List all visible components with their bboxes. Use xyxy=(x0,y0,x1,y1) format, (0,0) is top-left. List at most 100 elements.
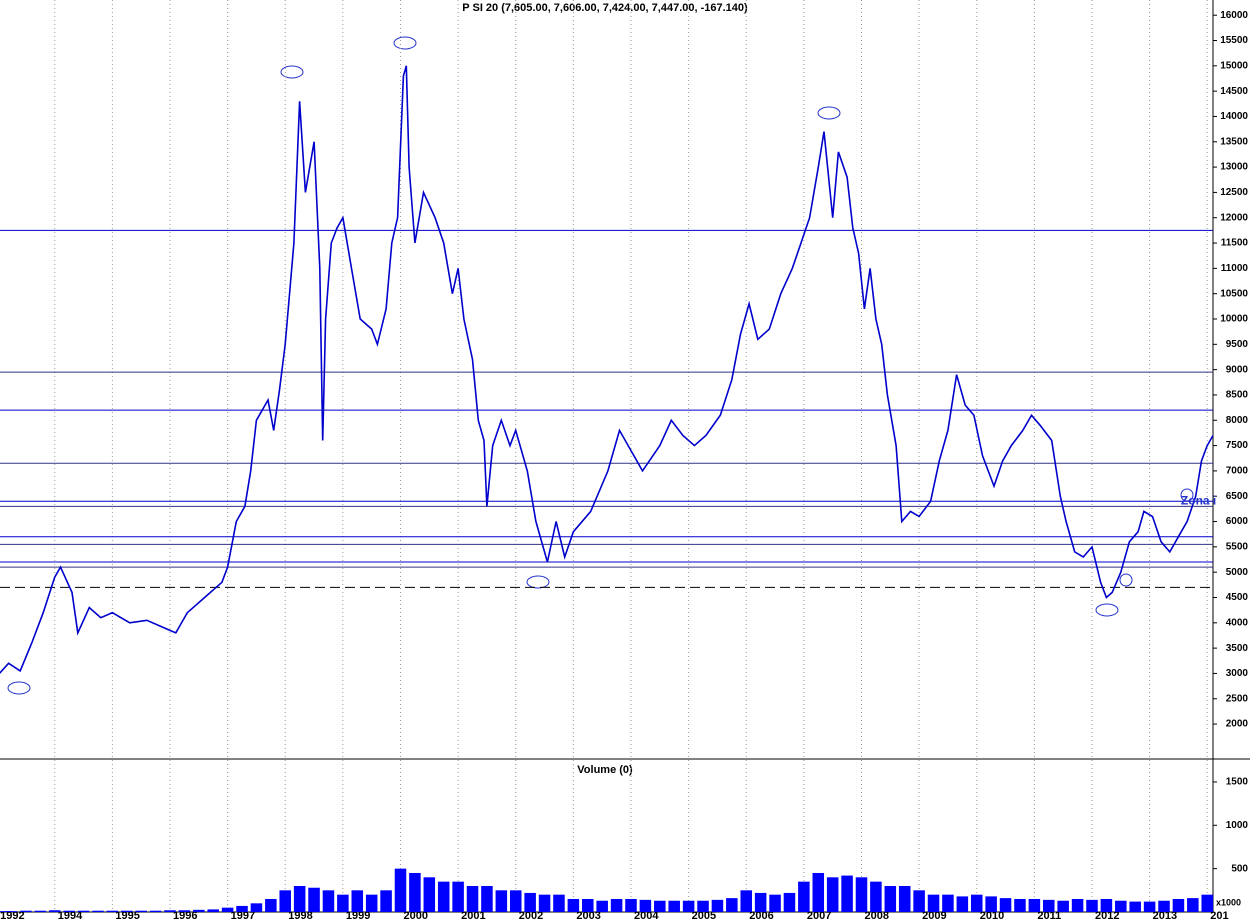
x-tick-label: 2010 xyxy=(980,910,1004,922)
y-tick-label: 10000 xyxy=(1220,314,1248,325)
volume-bar xyxy=(106,910,119,912)
x-tick-label: 1995 xyxy=(115,910,139,922)
volume-bar xyxy=(826,877,839,912)
y-tick-label: 10500 xyxy=(1220,288,1248,299)
volume-bar xyxy=(697,900,709,912)
volume-bar xyxy=(322,890,335,912)
x-tick-label: 2004 xyxy=(634,910,659,922)
volume-bar xyxy=(913,890,925,912)
chart-title: P SI 20 (7,605.00, 7,606.00, 7,424.00, 7… xyxy=(462,2,748,14)
volume-bar xyxy=(423,877,436,912)
volume-bar xyxy=(1086,899,1098,912)
volume-bar xyxy=(596,900,608,912)
volume-bar xyxy=(754,892,767,912)
x-tick-label: 1994 xyxy=(58,910,83,922)
x-tick-label: 2003 xyxy=(576,910,600,922)
y-tick-label: 4500 xyxy=(1226,592,1249,603)
volume-bar xyxy=(293,885,306,912)
y-tick-label: 8500 xyxy=(1226,390,1249,401)
y-tick-label: 14500 xyxy=(1220,86,1248,97)
y-tick-label: 15500 xyxy=(1220,35,1248,46)
volume-bar xyxy=(481,885,493,912)
volume-bar xyxy=(870,881,882,912)
volume-bar xyxy=(812,872,825,912)
volume-bar xyxy=(1057,900,1069,912)
volume-bar xyxy=(956,896,969,912)
volume-bar xyxy=(1143,901,1156,912)
volume-bar xyxy=(149,910,162,912)
volume-bar xyxy=(193,909,205,912)
volume-bar xyxy=(711,899,724,912)
x-tick-label: 2002 xyxy=(519,910,543,922)
volume-bar xyxy=(970,894,983,912)
volume-bar xyxy=(1129,901,1141,912)
y-tick-label: 9000 xyxy=(1226,364,1249,375)
y-tick-label: 500 xyxy=(1231,863,1248,874)
volume-bar xyxy=(221,907,234,912)
y-tick-label: 5500 xyxy=(1226,541,1249,552)
y-tick-label: 16000 xyxy=(1220,10,1248,21)
volume-unit: x1000 xyxy=(1216,897,1241,907)
y-tick-label: 8000 xyxy=(1226,415,1249,426)
volume-bar xyxy=(682,900,695,912)
y-tick-label: 9500 xyxy=(1226,339,1249,350)
volume-bar xyxy=(77,910,90,912)
volume-bar xyxy=(898,885,911,912)
volume-bar xyxy=(783,892,796,912)
volume-bar xyxy=(34,910,47,912)
volume-bar xyxy=(1014,898,1026,912)
x-tick-label: 2001 xyxy=(461,910,485,922)
volume-bar xyxy=(178,910,191,912)
y-tick-label: 5000 xyxy=(1226,567,1249,578)
x-tick-label: 1997 xyxy=(231,910,255,922)
y-tick-label: 11000 xyxy=(1221,263,1249,274)
volume-bar xyxy=(639,899,652,912)
volume-bar xyxy=(841,875,853,912)
volume-bar xyxy=(337,894,349,912)
volume-bar xyxy=(553,894,565,912)
y-tick-label: 1500 xyxy=(1226,777,1249,788)
volume-bar xyxy=(63,910,75,912)
volume-bar xyxy=(1071,898,1084,912)
volume-bar xyxy=(884,885,897,912)
y-tick-label: 12500 xyxy=(1220,187,1248,198)
volume-bar xyxy=(524,892,536,912)
volume-bar xyxy=(798,881,810,912)
volume-bar xyxy=(1028,898,1041,912)
volume-bar xyxy=(538,894,551,912)
volume-bar xyxy=(927,894,940,912)
x-tick-label: 2011 xyxy=(1037,910,1061,922)
price-line xyxy=(0,65,1214,674)
y-tick-label: 1000 xyxy=(1226,820,1249,831)
y-tick-label: 4000 xyxy=(1226,617,1249,628)
y-tick-label: 15000 xyxy=(1220,60,1248,71)
x-tick-label: 2005 xyxy=(692,910,716,922)
volume-bar xyxy=(726,898,738,912)
volume-bar xyxy=(236,905,248,912)
x-tick-label: 2007 xyxy=(807,910,831,922)
y-tick-label: 13000 xyxy=(1220,162,1248,173)
annotation: Zona i xyxy=(1181,493,1216,507)
volume-bar xyxy=(5,911,18,912)
volume-bar xyxy=(279,890,292,912)
y-tick-label: 2000 xyxy=(1226,719,1249,730)
volume-bar xyxy=(380,890,392,912)
bear-icon xyxy=(280,36,841,120)
y-tick-label: 7500 xyxy=(1226,440,1249,451)
volume-bar xyxy=(1201,894,1213,912)
volume-bar xyxy=(121,910,133,912)
volume-bar xyxy=(207,909,219,912)
y-tick-label: 13500 xyxy=(1220,136,1248,147)
y-tick-label: 6500 xyxy=(1226,491,1249,502)
volume-bar xyxy=(250,903,263,912)
x-tick-label: 1999 xyxy=(346,910,370,922)
volume-bar xyxy=(740,890,753,912)
y-tick-label: 6000 xyxy=(1226,516,1249,527)
x-tick-label: 2013 xyxy=(1153,910,1177,922)
volume-bar xyxy=(365,894,378,912)
volume-bar xyxy=(855,877,868,912)
volume-bar xyxy=(1115,900,1127,912)
volume-bar xyxy=(495,890,508,912)
volume-bar xyxy=(610,898,623,912)
